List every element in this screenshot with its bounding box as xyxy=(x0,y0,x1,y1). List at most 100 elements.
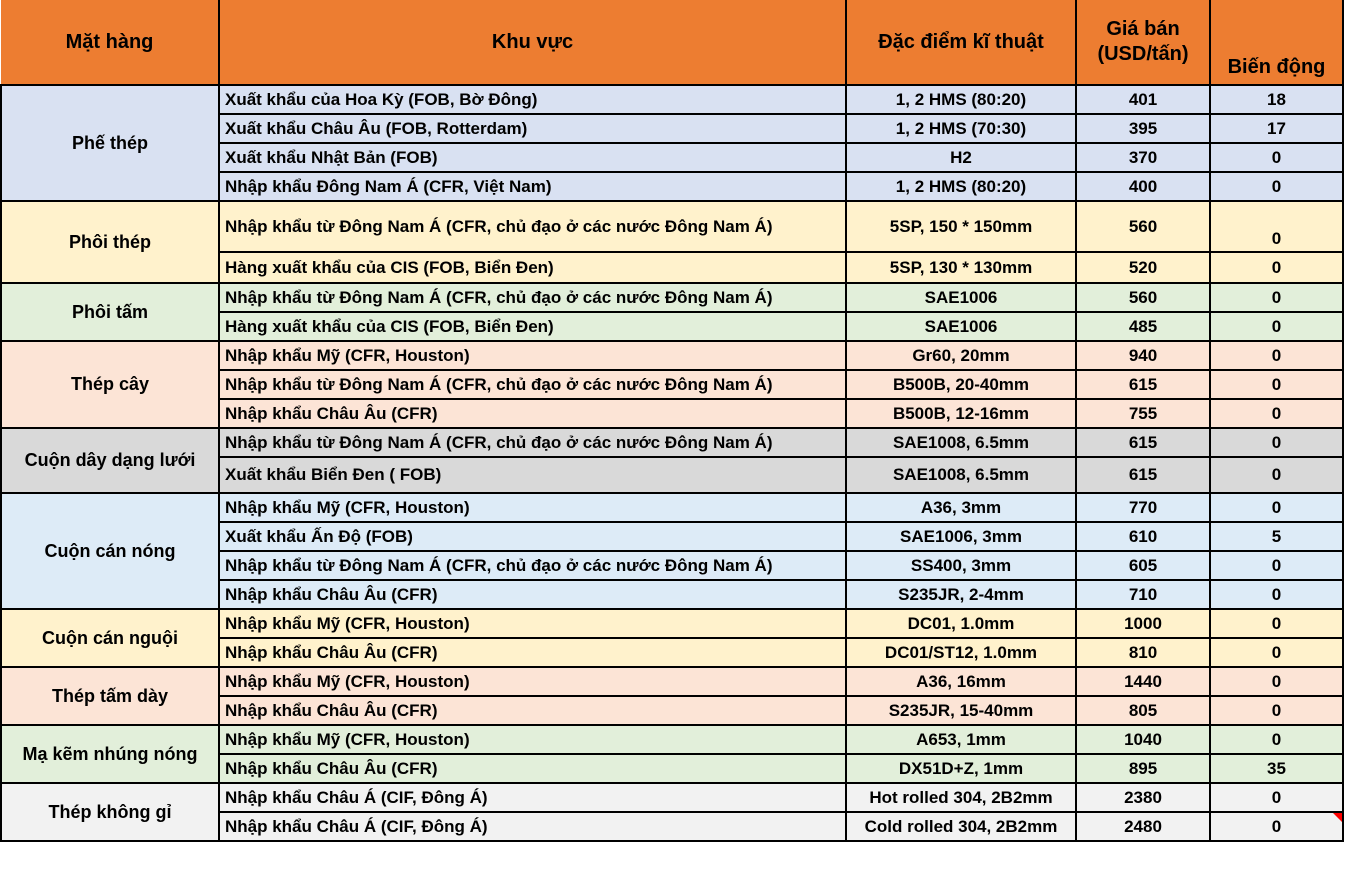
price-cell: 610 xyxy=(1075,521,1211,552)
product-group-cell: Mạ kẽm nhúng nóng xyxy=(0,724,220,784)
region-cell: Nhập khẩu Châu Âu (CFR) xyxy=(218,695,847,726)
price-cell: 770 xyxy=(1075,492,1211,523)
region-cell: Nhập khẩu Châu Á (CIF, Đông Á) xyxy=(218,782,847,813)
price-cell: 1440 xyxy=(1075,666,1211,697)
price-cell: 755 xyxy=(1075,398,1211,429)
price-cell: 895 xyxy=(1075,753,1211,784)
spec-cell: H2 xyxy=(845,142,1077,173)
table-row: Nhập khẩu Châu Âu (CFR) DX51D+Z, 1mm 895 35 xyxy=(1,753,1344,784)
change-cell: 17 xyxy=(1209,113,1344,144)
change-cell: 0 xyxy=(1209,369,1344,400)
table-row: Nhập khẩu từ Đông Nam Á (CFR, chủ đạo ở … xyxy=(1,369,1344,400)
price-cell: 615 xyxy=(1075,456,1211,494)
spec-cell: DC01, 1.0mm xyxy=(845,608,1077,639)
product-group-cell: Phôi thép xyxy=(0,200,220,284)
product-group-cell: Phế thép xyxy=(0,84,220,202)
change-cell: 0 xyxy=(1209,608,1344,639)
table-row: Xuất khẩu Nhật Bản (FOB) H2 370 0 xyxy=(1,142,1344,173)
region-cell: Nhập khẩu Đông Nam Á (CFR, Việt Nam) xyxy=(218,171,847,202)
table-row: Phôi tấm Nhập khẩu từ Đông Nam Á (CFR, ch… xyxy=(0,282,1344,342)
table-row: Nhập khẩu Châu Âu (CFR) B500B, 12-16mm 755… xyxy=(1,398,1344,429)
change-cell: 0 xyxy=(1209,200,1344,253)
table-row: Cuộn cán nóng Nhập khẩu Mỹ (CFR, Houston)… xyxy=(0,492,1344,610)
change-cell: 5 xyxy=(1209,521,1344,552)
table-row: Cuộn cán nguội Nhập khẩu Mỹ (CFR, Houston… xyxy=(0,608,1344,668)
change-cell: 0 xyxy=(1209,492,1344,523)
price-cell: 615 xyxy=(1075,369,1211,400)
table-row: Thép cây Nhập khẩu Mỹ (CFR, Houston) Gr60,… xyxy=(0,340,1344,429)
price-cell: 1040 xyxy=(1075,724,1211,755)
change-cell: 18 xyxy=(1209,84,1344,115)
spec-cell: SAE1008, 6.5mm xyxy=(845,427,1077,458)
region-cell: Nhập khẩu Châu Âu (CFR) xyxy=(218,637,847,668)
change-cell: 0 xyxy=(1209,637,1344,668)
spec-cell: DX51D+Z, 1mm xyxy=(845,753,1077,784)
product-group-cell: Cuộn dây dạng lưới xyxy=(0,427,220,494)
change-cell: 0 xyxy=(1209,340,1344,371)
table-row: Nhập khẩu Châu Âu (CFR) S235JR, 15-40mm 80… xyxy=(1,695,1344,726)
product-group-cell: Thép cây xyxy=(0,340,220,429)
region-cell: Nhập khẩu Châu Á (CIF, Đông Á) xyxy=(218,811,847,842)
region-cell: Nhập khẩu từ Đông Nam Á (CFR, chủ đạo ở … xyxy=(218,427,847,458)
change-cell: 0 xyxy=(1209,427,1344,458)
spec-cell: B500B, 12-16mm xyxy=(845,398,1077,429)
region-cell: Nhập khẩu từ Đông Nam Á (CFR, chủ đạo ở … xyxy=(218,282,847,313)
spec-cell: SAE1006 xyxy=(845,311,1077,342)
product-group-cell: Phôi tấm xyxy=(0,282,220,342)
change-cell: 0 xyxy=(1209,142,1344,173)
price-cell: 710 xyxy=(1075,579,1211,610)
comment-marker-icon xyxy=(1333,814,1341,822)
spec-cell: B500B, 20-40mm xyxy=(845,369,1077,400)
change-cell: 0 xyxy=(1209,251,1344,284)
price-cell: 370 xyxy=(1075,142,1211,173)
price-cell: 520 xyxy=(1075,251,1211,284)
header-price: Giá bán (USD/tấn) xyxy=(1075,0,1211,86)
price-cell: 615 xyxy=(1075,427,1211,458)
spec-cell: S235JR, 2-4mm xyxy=(845,579,1077,610)
price-cell: 485 xyxy=(1075,311,1211,342)
spec-cell: A36, 3mm xyxy=(845,492,1077,523)
table-row: Nhập khẩu Đông Nam Á (CFR, Việt Nam) 1, 2… xyxy=(1,171,1344,202)
region-cell: Nhập khẩu từ Đông Nam Á (CFR, chủ đạo ở … xyxy=(218,550,847,581)
region-cell: Nhập khẩu Châu Âu (CFR) xyxy=(218,579,847,610)
change-cell: 0 xyxy=(1209,724,1344,755)
region-cell: Hàng xuất khẩu của CIS (FOB, Biển Đen) xyxy=(218,251,847,284)
region-cell: Nhập khẩu Mỹ (CFR, Houston) xyxy=(218,724,847,755)
price-cell: 400 xyxy=(1075,171,1211,202)
price-cell: 805 xyxy=(1075,695,1211,726)
table-row: Xuất khẩu Châu Âu (FOB, Rotterdam) 1, 2 H… xyxy=(1,113,1344,144)
price-cell: 1000 xyxy=(1075,608,1211,639)
region-cell: Nhập khẩu Mỹ (CFR, Houston) xyxy=(218,666,847,697)
change-cell: 0 xyxy=(1209,550,1344,581)
spec-cell: A653, 1mm xyxy=(845,724,1077,755)
region-cell: Xuất khẩu Ấn Độ (FOB) xyxy=(218,521,847,552)
spec-cell: 5SP, 130 * 130mm xyxy=(845,251,1077,284)
spec-cell: DC01/ST12, 1.0mm xyxy=(845,637,1077,668)
change-cell: 0 xyxy=(1209,666,1344,697)
table-row: Hàng xuất khẩu của CIS (FOB, Biển Đen) 5S… xyxy=(1,251,1344,284)
table-row: Nhập khẩu Châu Á (CIF, Đông Á) Cold rolle… xyxy=(1,811,1344,842)
change-cell: 0 xyxy=(1209,782,1344,813)
product-group-cell: Thép không gỉ xyxy=(0,782,220,842)
region-cell: Nhập khẩu từ Đông Nam Á (CFR, chủ đạo ở … xyxy=(218,200,847,253)
price-cell: 2380 xyxy=(1075,782,1211,813)
price-cell: 605 xyxy=(1075,550,1211,581)
change-cell: 0 xyxy=(1209,456,1344,494)
change-cell: 0 xyxy=(1209,171,1344,202)
table-row: Phôi thép Nhập khẩu từ Đông Nam Á (CFR, c… xyxy=(0,200,1344,284)
region-cell: Xuất khẩu Biển Đen ( FOB) xyxy=(218,456,847,494)
spec-cell: SAE1008, 6.5mm xyxy=(845,456,1077,494)
table-row: Nhập khẩu Châu Âu (CFR) S235JR, 2-4mm 710 0 xyxy=(1,579,1344,610)
region-cell: Nhập khẩu từ Đông Nam Á (CFR, chủ đạo ở … xyxy=(218,369,847,400)
table-row: Mạ kẽm nhúng nóng Nhập khẩu Mỹ (CFR, Hous… xyxy=(0,724,1344,784)
table-row: Thép không gỉ Nhập khẩu Châu Á (CIF, Đông… xyxy=(0,782,1344,842)
product-group-cell: Cuộn cán nóng xyxy=(0,492,220,610)
header-change: Biến động xyxy=(1209,0,1344,86)
spec-cell: Gr60, 20mm xyxy=(845,340,1077,371)
price-cell: 560 xyxy=(1075,282,1211,313)
header-spec: Đặc điểm kĩ thuật xyxy=(845,0,1077,86)
table-row: Hàng xuất khẩu của CIS (FOB, Biển Đen) SA… xyxy=(1,311,1344,342)
spec-cell: SAE1006, 3mm xyxy=(845,521,1077,552)
table-row: Xuất khẩu Biển Đen ( FOB) SAE1008, 6.5mm 6… xyxy=(1,456,1344,494)
